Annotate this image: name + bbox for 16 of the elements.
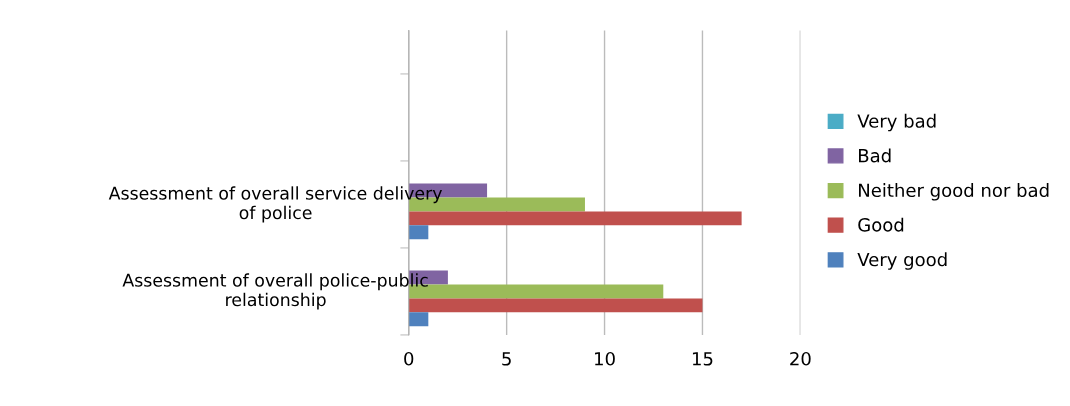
x-tick-label: 10 bbox=[595, 351, 615, 366]
y-tick-label: Assessment of overall police-public relationship bbox=[122, 273, 428, 310]
x-tick-label: 15 bbox=[692, 352, 713, 366]
legend-label: Neither good nor bad bbox=[859, 183, 1049, 201]
x-tick-label: 0 bbox=[404, 351, 414, 366]
bar bbox=[408, 211, 742, 226]
x-tick-label: 5 bbox=[502, 352, 511, 366]
bar bbox=[408, 298, 703, 313]
bar bbox=[408, 312, 429, 327]
legend-label: Very good bbox=[857, 252, 947, 270]
legend-label: Very bad bbox=[857, 113, 936, 132]
bar bbox=[408, 225, 429, 240]
legend-label: Bad bbox=[859, 148, 891, 163]
x-tick-label: 20 bbox=[790, 351, 811, 366]
legend-label: Good bbox=[858, 217, 904, 232]
y-tick-label: Assessment of overall service delivery of police bbox=[108, 186, 442, 223]
